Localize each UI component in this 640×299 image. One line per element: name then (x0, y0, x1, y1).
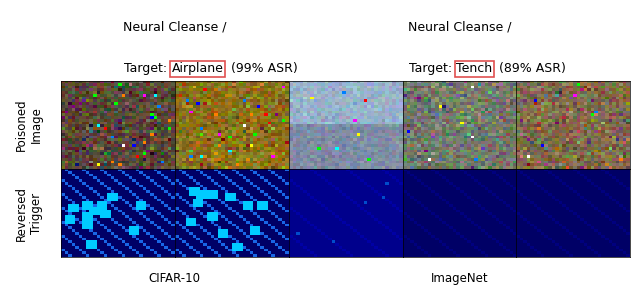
Text: Airplane: Airplane (172, 62, 223, 75)
Text: Neural Cleanse /: Neural Cleanse / (408, 20, 511, 33)
Text: Target:: Target: (124, 62, 172, 75)
Text: Tench: Tench (456, 62, 492, 75)
Text: (89% ASR): (89% ASR) (495, 62, 566, 75)
Text: Poisoned
Image: Poisoned Image (15, 98, 43, 151)
Text: Neural Cleanse /: Neural Cleanse / (123, 20, 227, 33)
Text: (99% ASR): (99% ASR) (227, 62, 298, 75)
Text: Reversed
Trigger: Reversed Trigger (15, 186, 43, 240)
Text: ImageNet: ImageNet (431, 271, 488, 285)
Text: CIFAR-10: CIFAR-10 (148, 271, 201, 285)
Text: Target:: Target: (409, 62, 456, 75)
